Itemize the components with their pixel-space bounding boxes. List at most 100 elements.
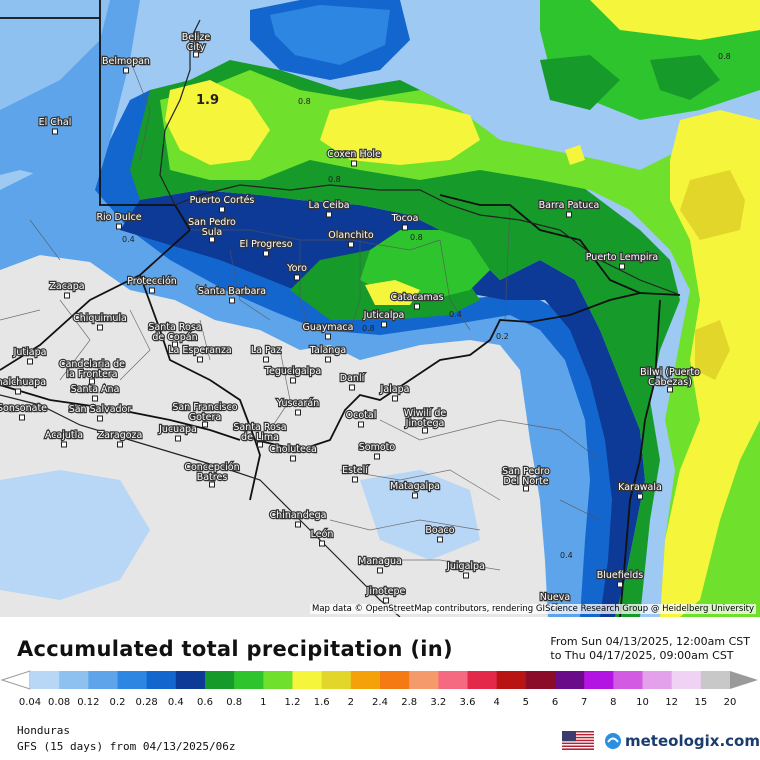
city-dot	[619, 263, 625, 270]
colorbar-tick-label: 12	[665, 697, 679, 708]
city-label: Somoto	[359, 442, 396, 453]
colorbar-swatch	[496, 671, 527, 689]
city-marker: Acajutla	[44, 429, 84, 448]
city-dot	[290, 455, 296, 462]
city-dot	[352, 476, 358, 483]
map-attribution: Map data © OpenStreetMap contributors, r…	[310, 604, 756, 614]
city-label: Puerto Lempira	[586, 252, 659, 263]
city-label: Santa Rosa de Lima	[233, 422, 286, 443]
city-marker: Danlí	[339, 372, 366, 391]
city-marker: Olanchito	[327, 229, 375, 248]
city-label: Barra Patuca	[539, 200, 600, 211]
city-label: Tegucigalpa	[264, 366, 321, 377]
city-dot	[392, 395, 398, 402]
city-dot	[97, 324, 103, 331]
city-dot	[197, 356, 203, 363]
colorbar-tick-label: 1.2	[284, 697, 301, 708]
city-marker: Ocotal	[344, 409, 378, 428]
colorbar-swatch	[292, 671, 323, 689]
colorbar-tick-label: 3.2	[430, 697, 447, 708]
city-dot	[523, 485, 529, 492]
city-dot	[52, 128, 58, 135]
city-label: San Pedro Del Norte	[502, 466, 550, 487]
contour-label: 0.4	[195, 283, 208, 292]
city-marker: Protección	[126, 275, 178, 294]
colorbar-tick-label: 5	[522, 697, 530, 708]
city-label: Juigalpa	[446, 561, 485, 572]
map-title: Accumulated total precipitation (in)	[17, 637, 453, 661]
city-marker: Zacapa	[48, 280, 86, 299]
city-label: La Ceiba	[308, 200, 349, 211]
city-label: La Esperanza	[168, 345, 232, 356]
city-dot	[117, 441, 123, 448]
city-marker: El Progreso	[238, 238, 294, 257]
country-borders	[0, 0, 681, 617]
city-marker: Jalapa	[378, 383, 411, 402]
city-label: Yoro	[286, 263, 307, 274]
city-marker: Barra Patuca	[537, 199, 601, 218]
colorbar-tick-label: 2	[347, 697, 355, 708]
precipitation-map[interactable]: 1.9 0.8 0.8 0.8 0.4 0.8 0.8 0.4 0.4 0.2 …	[0, 0, 760, 617]
city-marker: Santa Barbara	[197, 285, 267, 304]
city-dot	[667, 386, 673, 393]
colorbar-min-arrow	[0, 670, 31, 690]
colorbar-swatch	[525, 671, 556, 689]
meteologix-logo-icon	[605, 733, 621, 749]
city-label: El Chal	[39, 117, 72, 128]
city-label: Jutiapa	[13, 347, 47, 358]
contour-label: 0.4	[122, 235, 135, 244]
city-label: Concepción Batres	[184, 462, 239, 483]
colorbar-swatch	[613, 671, 643, 689]
city-label: Jalapa	[380, 384, 410, 395]
city-marker: Bilwi (Puerto Cabezas)	[639, 366, 701, 393]
city-marker: Talanga	[308, 344, 347, 363]
city-dot	[351, 160, 357, 167]
city-marker: El Chal	[37, 116, 73, 135]
contour-label: 0.2	[496, 332, 509, 341]
colorbar-swatch	[642, 671, 673, 689]
city-label: Wiwilí de Jinotega	[404, 408, 447, 429]
city-dot	[319, 540, 325, 547]
colorbar-tick-label: 0.4	[167, 697, 184, 708]
city-marker: Jutiapa	[11, 346, 48, 365]
colorbar-tick-label: 0.08	[48, 697, 71, 708]
city-marker: Candelaria de la Frontera	[58, 358, 126, 385]
colorbar-tick-label: 3.6	[459, 697, 476, 708]
city-dot	[123, 67, 129, 74]
city-label: Karawala	[618, 482, 662, 493]
brand-logo[interactable]: meteologix.com	[604, 730, 760, 752]
city-layer: Belize City Belmopan El Chal Coxen Hole Puert…	[0, 31, 701, 610]
city-dot	[294, 274, 300, 281]
city-label: San Pedro Sula	[188, 217, 236, 238]
colorbar-swatch	[117, 671, 148, 689]
city-marker: Coxen Hole	[326, 148, 382, 167]
city-label: Chalchuapa	[0, 377, 46, 388]
us-flag-icon[interactable]	[562, 731, 594, 750]
city-marker: San Salvador	[68, 403, 133, 422]
city-dot	[325, 356, 331, 363]
city-marker: Tegucigalpa	[263, 365, 322, 384]
city-label: Tocoa	[391, 213, 419, 224]
city-dot	[15, 388, 21, 395]
contour-label: 0.8	[362, 324, 375, 333]
city-marker: La Ceiba	[307, 199, 351, 218]
colorbar-tick-label: 8	[610, 697, 617, 708]
city-label: Choluteca	[269, 444, 317, 455]
city-dot	[175, 435, 181, 442]
city-dot	[383, 597, 389, 604]
colorbar-tick-label: 2.4	[372, 697, 388, 708]
city-label: Chinandega	[270, 510, 327, 521]
city-marker: San Francisco Gotera	[171, 401, 239, 428]
city-dot	[116, 223, 122, 230]
colorbar-swatch	[700, 671, 731, 689]
colorbar-swatch	[467, 671, 498, 689]
city-marker: Santa Ana	[69, 383, 121, 402]
city-dot	[325, 333, 331, 340]
city-marker: Juigalpa	[445, 560, 486, 579]
city-marker: Boaco	[424, 524, 456, 543]
city-marker: León	[309, 528, 335, 547]
city-marker: Tocoa	[389, 212, 420, 231]
city-dot	[295, 409, 301, 416]
date-from: From Sun 04/13/2025, 12:00am CST	[550, 635, 750, 648]
city-marker: Managua	[357, 555, 403, 574]
